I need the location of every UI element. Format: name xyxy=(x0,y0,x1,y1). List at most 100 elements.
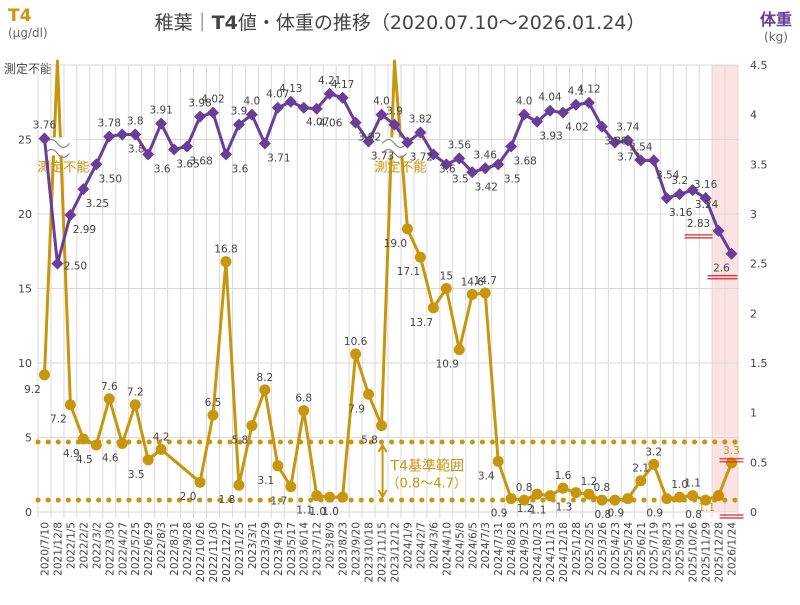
t4-data-point xyxy=(596,494,608,506)
t4-data-point xyxy=(350,348,362,360)
x-tick-label: 2024/6/5 xyxy=(467,522,479,569)
weight-data-label: 3.76 xyxy=(33,120,57,132)
x-tick-label: 2023/4/19 xyxy=(273,522,285,576)
reference-range-label: T4基準範囲 xyxy=(390,457,464,474)
weight-data-point xyxy=(181,140,194,153)
t4-data-point xyxy=(77,433,89,445)
title-bold: T4 xyxy=(211,12,238,34)
t4-data-label: 9.2 xyxy=(24,384,41,396)
x-tick-label: 2024/8/28 xyxy=(506,522,518,576)
t4-data-label: 3.4 xyxy=(478,470,495,482)
weight-data-label: 3.8 xyxy=(128,144,145,156)
weight-data-label: 4.07 xyxy=(266,89,289,101)
weight-data-label: 3.2 xyxy=(671,175,688,187)
weight-data-point xyxy=(219,148,232,161)
t4-data-point xyxy=(324,491,336,503)
weight-data-label: 3.68 xyxy=(189,155,212,167)
t4-data-point xyxy=(142,454,154,466)
x-tick-label: 2022/6/29 xyxy=(143,522,155,576)
x-tick-label: 2023/6/14 xyxy=(299,522,311,576)
t4-data-point xyxy=(207,409,219,421)
x-tick-label: 2020/7/10 xyxy=(39,522,51,576)
t4-data-point xyxy=(713,490,725,502)
t4-data-label: 6.5 xyxy=(205,397,222,409)
x-tick-label: 2023/5/17 xyxy=(286,522,298,576)
t4-data-label: 7.2 xyxy=(127,387,144,399)
weight-data-point xyxy=(336,91,349,104)
weight-data-label: 3.46 xyxy=(474,149,498,161)
t4-data-point xyxy=(700,494,712,506)
weight-data-label: 4.0 xyxy=(244,96,261,108)
weight-data-point xyxy=(621,134,634,147)
weight-data-point xyxy=(569,98,582,111)
weight-data-point xyxy=(686,184,699,197)
weight-data-point xyxy=(453,152,466,165)
t4-data-point xyxy=(583,488,595,500)
t4-data-label: 7.2 xyxy=(50,414,67,426)
x-tick-label: 2026/1/24 xyxy=(727,522,739,576)
t4-data-point xyxy=(466,288,478,300)
x-tick-label: 2022/12/27 xyxy=(221,522,233,583)
x-tick-label: 2023/9/20 xyxy=(351,522,363,576)
weight-data-label: 3.72 xyxy=(617,151,640,163)
title-prefix: 稚葉｜ xyxy=(154,12,212,34)
weight-data-point xyxy=(608,136,621,149)
t4-data-point xyxy=(557,482,569,494)
t4-data-point xyxy=(661,493,673,505)
weight-data-label: 3.16 xyxy=(694,179,718,191)
weight-data-point xyxy=(284,95,297,108)
weight-data-label: 4.21 xyxy=(318,75,341,87)
x-tick-label: 2024/7/3 xyxy=(480,522,492,569)
t4-data-label: 10.9 xyxy=(436,359,459,371)
left-axis-title-text: T4 xyxy=(8,6,32,26)
x-tick-label: 2025/11/29 xyxy=(701,522,713,583)
weight-data-label: 3.82 xyxy=(409,114,432,126)
t4-data-point xyxy=(116,437,128,449)
x-tick-label: 2022/8/3 xyxy=(156,522,168,569)
x-tick-label: 2025/12/28 xyxy=(714,522,726,583)
x-tick-label: 2023/10/18 xyxy=(364,522,376,583)
weight-data-label: 2.99 xyxy=(73,224,96,236)
weight-data-point xyxy=(414,126,427,139)
weight-data-label: 3.71 xyxy=(267,152,290,164)
weight-data-point xyxy=(660,192,673,205)
t4-data-label: 3.3 xyxy=(723,445,740,457)
t4-data-label: 14.6 xyxy=(461,276,485,288)
weight-data-point xyxy=(725,247,738,260)
weight-data-label: 3.5 xyxy=(504,173,521,185)
t4-data-label: 7.9 xyxy=(348,403,365,415)
t4-data-point xyxy=(233,479,245,491)
weight-data-label: 3.72 xyxy=(410,151,433,163)
t4-data-label: 0.9 xyxy=(491,508,508,520)
x-tick-label: 2022/2/2 xyxy=(78,522,90,569)
axis-break-wave-icon xyxy=(44,138,70,149)
x-tick-label: 2023/7/12 xyxy=(312,522,324,576)
left-tick-label: 5 xyxy=(25,432,32,445)
right-tick-label: 0.5 xyxy=(750,456,768,469)
weight-data-label: 3.91 xyxy=(149,105,172,117)
weight-data-point xyxy=(505,140,518,153)
weight-data-point xyxy=(595,120,608,133)
t4-data-label: 19.0 xyxy=(384,238,407,250)
weight-data-point xyxy=(310,102,323,115)
weight-data-point xyxy=(375,108,388,121)
t4-data-label: 17.1 xyxy=(397,266,420,278)
weight-data-label: 3.68 xyxy=(513,155,536,167)
right-axis-title-text: 体重 xyxy=(759,10,792,29)
weight-data-point xyxy=(64,208,77,221)
t4-data-label: 14.7 xyxy=(474,275,497,287)
right-tick-label: 4 xyxy=(750,109,757,122)
x-tick-label: 2024/10/23 xyxy=(532,522,544,583)
weight-data-point xyxy=(362,135,375,148)
t4-data-point xyxy=(90,439,102,451)
weight-data-point xyxy=(673,188,686,201)
x-tick-label: 2024/5/8 xyxy=(454,522,466,569)
weight-data-point xyxy=(90,158,103,171)
left-tick-label: 0 xyxy=(25,506,32,519)
weight-data-point xyxy=(712,224,725,237)
t4-data-label: 4.9 xyxy=(63,448,80,460)
weight-data-label: 3.92 xyxy=(358,132,381,144)
right-tick-label: 0 xyxy=(750,506,757,519)
t4-data-point xyxy=(570,487,582,499)
t4-data-label: 13.7 xyxy=(410,317,433,329)
